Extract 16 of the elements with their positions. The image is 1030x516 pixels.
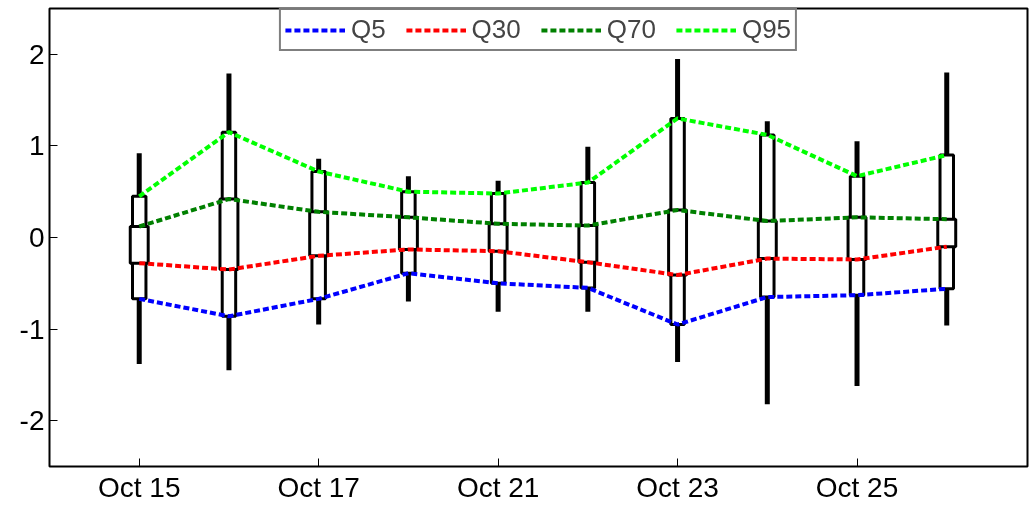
x-tick-label: Oct 15 [97, 471, 181, 503]
y-tick-label: 2 [28, 38, 45, 70]
x-tick-label: Oct 21 [456, 471, 540, 503]
legend-label: Q70 [606, 14, 656, 45]
y-tick-label: -2 [19, 405, 45, 437]
legend-label: Q95 [741, 14, 792, 45]
line-series [137, 197, 949, 229]
line-series [137, 244, 949, 278]
y-tick-label: 0 [28, 222, 45, 253]
x-tick-label: Oct 25 [815, 471, 899, 503]
y-tick-label: -1 [19, 313, 45, 345]
legend-label: Q30 [471, 14, 521, 45]
x-tick-label: Oct 23 [636, 471, 719, 503]
x-tick-label: Oct 17 [277, 471, 360, 503]
y-tick-label: 1 [28, 130, 45, 162]
legend-label: Q5 [350, 14, 386, 45]
